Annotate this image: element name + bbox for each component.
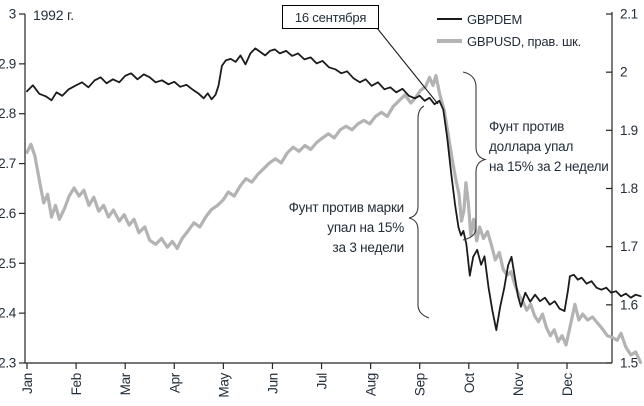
left-axis-tick-label: 2.9 <box>0 56 16 71</box>
month-tick-label: Feb <box>69 373 84 395</box>
gbpusd-line-swatch <box>437 39 462 43</box>
left-axis-tick-label: 2.7 <box>0 156 16 171</box>
right-axis-tick-label: 1.7 <box>620 239 638 254</box>
right-axis-tick-label: 2 <box>620 65 627 80</box>
annotation-dollar-drop: Фунт против доллара упал на 15% за 2 нед… <box>489 117 619 177</box>
left-axis-tick-label: 2.5 <box>0 256 16 271</box>
legend-label-gbpdem: GBPDEM <box>467 11 523 27</box>
legend: GBPDEM GBPUSD, прав. шк. <box>437 8 581 52</box>
month-tick-label: May <box>216 372 231 397</box>
month-tick-label: Sep <box>413 373 428 396</box>
right-axis-tick-label: 1.5 <box>620 356 638 371</box>
month-tick-label: Nov <box>511 372 526 396</box>
annotation-mark-drop: Фунт против марки упал на 15% за 3 недел… <box>262 198 405 258</box>
month-tick-label: Apr <box>167 372 182 393</box>
annotation-dollar-drop-line2: доллара упал <box>489 139 574 154</box>
left-axis-tick-label: 2.8 <box>0 106 16 121</box>
right-axis-tick-label: 2.1 <box>620 7 638 22</box>
annotation-dollar-drop-line3: на 15% за 2 недели <box>489 159 609 174</box>
month-tick-label: Jan <box>20 373 35 394</box>
annotation-mark-drop-line2: упал на 15% <box>327 220 404 235</box>
left-axis-tick-label: 2.3 <box>0 356 16 371</box>
annotation-shapes <box>376 27 488 319</box>
event-date-callout: 16 сентября <box>282 5 379 29</box>
brace-left-gbpdem-drop <box>408 105 430 319</box>
annotation-dollar-drop-line1: Фунт против <box>489 119 565 134</box>
right-axis-tick-label: 1.8 <box>620 181 638 196</box>
left-axis-tick-label: 3 <box>9 7 16 22</box>
month-tick-label: Oct <box>462 372 477 393</box>
annotation-mark-drop-line1: Фунт против марки <box>288 200 405 215</box>
brace-right-gbpusd-drop <box>462 71 488 241</box>
right-axis-tick-label: 1.6 <box>620 297 638 312</box>
left-axis-tick-label: 2.4 <box>0 306 17 321</box>
series-layer <box>25 47 643 364</box>
month-tick-label: Jun <box>265 373 280 394</box>
right-axis-tick-label: 1.9 <box>620 123 638 138</box>
annotation-mark-drop-line3: за 3 недели <box>332 240 404 255</box>
chart-title: 1992 г. <box>33 7 74 23</box>
legend-item-gbpusd: GBPUSD, прав. шк. <box>437 30 581 52</box>
month-tick-label: Dec <box>560 372 575 396</box>
month-tick-label: Jul <box>315 373 330 390</box>
axes-layer: 3 2.9 2.8 2.7 2.6 2.5 2.4 2.3 2.1 2 1.9 1.8 1.7 1.6 1.… <box>0 7 638 398</box>
left-axis-tick-label: 2.6 <box>0 206 16 221</box>
month-tick-label: Aug <box>364 373 379 396</box>
event-leader-line <box>376 27 439 105</box>
series-line-gbpusd <box>25 74 643 364</box>
gbpdem-line-swatch <box>437 18 462 20</box>
legend-item-gbpdem: GBPDEM <box>437 8 581 30</box>
month-tick-label: Mar <box>118 372 133 395</box>
series-line-gbpdem <box>26 47 642 332</box>
legend-label-gbpusd: GBPUSD, прав. шк. <box>467 33 582 49</box>
